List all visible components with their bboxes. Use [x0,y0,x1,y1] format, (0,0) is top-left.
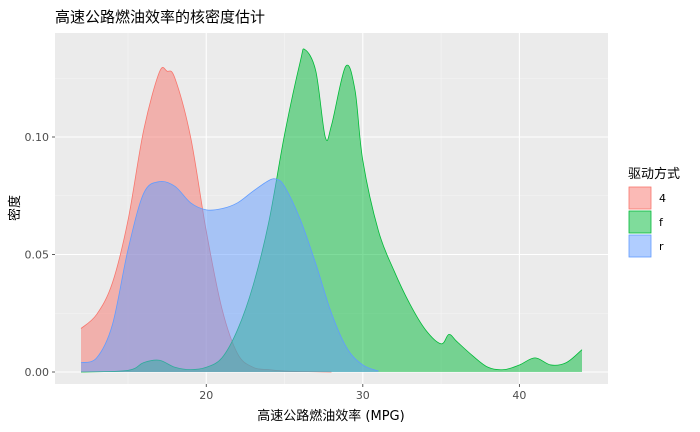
legend-label-f: f [659,216,664,229]
y-axis-title: 密度 [7,195,23,221]
legend-label-r: r [659,240,664,253]
legend-key-r [628,234,652,258]
x-tick-label: 30 [356,389,370,402]
x-axis: 20 30 40 [199,384,526,402]
legend-label-4: 4 [659,192,666,205]
legend-title: 驱动方式 [628,166,680,182]
y-axis: 0.00 0.05 0.10 [25,131,55,379]
x-axis-title: 高速公路燃油效率 (MPG) [257,408,404,424]
y-tick-label: 0.00 [25,366,50,379]
legend: 驱动方式 4 fr [628,166,680,258]
x-tick-label: 20 [199,389,213,402]
density-areas [80,48,583,373]
legend-key-4 [628,186,652,210]
legend-key-f [628,210,652,234]
chart-title: 高速公路燃油效率的核密度估计 [55,8,265,26]
y-tick-label: 0.10 [25,131,50,144]
y-tick-label: 0.05 [25,249,50,262]
density-area-r [81,178,379,372]
density-area-f [81,48,582,373]
density-line-r [80,178,379,372]
x-tick-label: 40 [512,389,526,402]
